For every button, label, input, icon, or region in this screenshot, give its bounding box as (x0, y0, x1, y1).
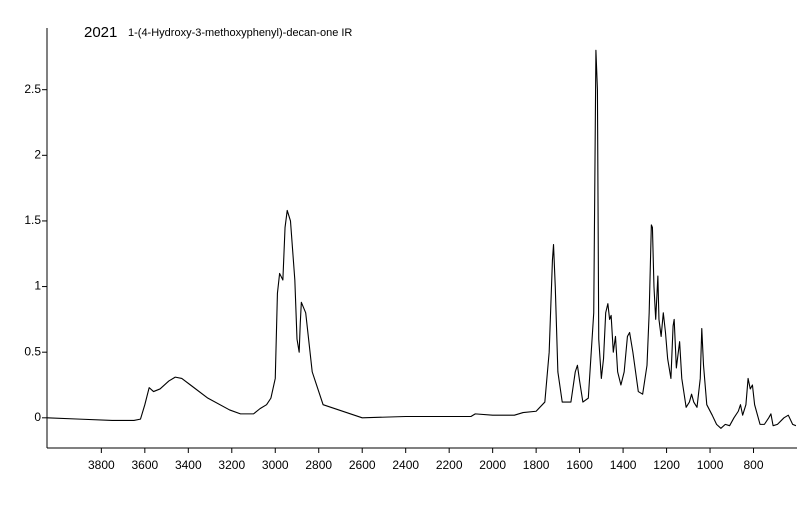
x-tick-label: 3400 (175, 458, 202, 472)
y-tick-label: 2.5 (24, 82, 41, 96)
x-tick-label: 1800 (523, 458, 550, 472)
x-tick-label: 2600 (349, 458, 376, 472)
chart-subtitle: 1-(4-Hydroxy-3-methoxyphenyl)-decan-one … (128, 27, 352, 39)
x-tick-label: 3000 (262, 458, 289, 472)
x-tick-label: 1400 (610, 458, 637, 472)
x-tick-label: 3200 (218, 458, 245, 472)
x-tick-label: 1200 (653, 458, 680, 472)
y-tick-label: 0 (34, 410, 41, 424)
y-tick-label: 0.5 (24, 344, 41, 358)
spectrum-line (46, 49, 797, 429)
x-tick-label: 2800 (305, 458, 332, 472)
y-tick-label: 1 (34, 279, 41, 293)
y-tick-label: 1.5 (24, 213, 41, 227)
x-tick-label: 2400 (392, 458, 419, 472)
x-tick-label: 2200 (436, 458, 463, 472)
chart-title: 2021 (84, 24, 117, 41)
y-tick-label: 2 (34, 147, 41, 161)
x-tick-label: 3600 (131, 458, 158, 472)
x-tick-label: 2000 (479, 458, 506, 472)
x-tick-label: 1600 (566, 458, 593, 472)
x-tick-label: 800 (744, 458, 764, 472)
x-tick-label: 1000 (697, 458, 724, 472)
x-tick-label: 3800 (88, 458, 115, 472)
